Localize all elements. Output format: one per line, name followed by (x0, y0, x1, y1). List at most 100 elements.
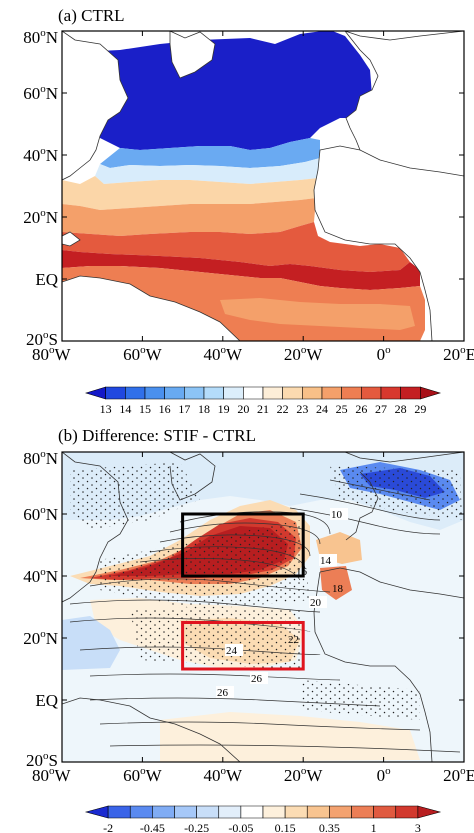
colorbar-label: 20 (237, 402, 249, 416)
colorbar-swatch (84, 805, 109, 819)
colorbar-swatch (282, 386, 303, 400)
panel-b-map: 10 14 16 18 20 22 24 26 26 (62, 452, 464, 762)
tropical-atlantic-box (181, 621, 305, 671)
sst-band-20 (95, 158, 320, 184)
colorbar-swatch (174, 805, 197, 819)
panel-a-title: (a) CTRL (58, 6, 125, 25)
lat-label: 60oN (23, 504, 58, 524)
colorbar-label: 0.15 (275, 821, 296, 833)
contour-label-22: 22 (288, 634, 299, 646)
colorbar-label: 19 (218, 402, 230, 416)
colorbar-swatch (164, 386, 185, 400)
sst-band-29 (62, 250, 420, 290)
colorbar-label: 25 (336, 402, 348, 416)
colorbar-swatch (306, 805, 330, 819)
diff-warm-south (160, 712, 420, 762)
colorbar-label: 15 (139, 402, 151, 416)
lat-label: EQ (35, 270, 58, 289)
sst-band-23 (62, 176, 318, 210)
contour-label-14: 14 (320, 555, 332, 567)
contour-label-26b: 26 (217, 687, 229, 699)
contour-label-24: 24 (226, 645, 238, 657)
colorbar-label: -0.45 (140, 821, 165, 833)
lon-label: 80oW (32, 765, 72, 785)
colorbar-label: 29 (414, 402, 426, 416)
colorbar-label: 24 (316, 402, 328, 416)
colorbar-swatch (262, 386, 283, 400)
contour-label-10: 10 (331, 509, 343, 521)
colorbar-label: 16 (159, 402, 171, 416)
colorbar-swatch (373, 805, 397, 819)
colorbar-label: 3 (415, 821, 421, 833)
colorbar-swatch (218, 805, 242, 819)
contour-labels: 10 14 16 18 20 22 24 26 26 (216, 508, 348, 699)
panel-a-frame (61, 30, 465, 342)
lon-label: 20oW (284, 765, 324, 785)
panel-a-colorbar: 13 14 15 16 17 18 19 20 21 22 23 24 25 26 27 28 29 (84, 386, 442, 416)
colorbar-swatch (302, 386, 323, 400)
region-boxes (181, 512, 305, 671)
land (62, 31, 464, 341)
colorbar-label: 26 (355, 402, 367, 416)
north-atlantic-box (181, 512, 305, 578)
sst-cold-band (62, 31, 375, 150)
lon-label: 60oW (123, 765, 163, 785)
sst-band-17 (100, 138, 320, 168)
lat-label: 80oN (23, 448, 58, 468)
lon-label: 40oW (204, 765, 244, 785)
colorbar-swatch (341, 386, 362, 400)
colorbar-label: 23 (296, 402, 308, 416)
lon-label: 0o (377, 765, 392, 785)
colorbar-label: -0.05 (228, 821, 253, 833)
colorbar-swatch (351, 805, 374, 819)
lat-label: 20oS (26, 329, 58, 349)
colorbar-swatch (361, 386, 382, 400)
colorbar-swatch (329, 805, 352, 819)
lon-label: 40oW (204, 344, 244, 364)
sst-band-25 (62, 198, 316, 236)
climatology-contours (69, 479, 461, 753)
colorbar-swatch (129, 805, 153, 819)
colorbar-swatch (84, 386, 106, 400)
colorbar-label: 14 (119, 402, 131, 416)
coastlines (62, 452, 464, 762)
panel-b-colorbar: -2 -0.45 -0.25 -0.05 0.15 0.35 1 3 (84, 805, 442, 833)
colorbar-swatch (203, 386, 224, 400)
colorbar-swatch (420, 386, 442, 400)
lon-label: 80oW (32, 344, 72, 364)
sst-south-warm (220, 298, 415, 330)
colorbar-swatch (395, 805, 419, 819)
colorbar-label: 28 (395, 402, 407, 416)
colorbar-label: 1 (371, 821, 377, 833)
lon-label: 20oW (284, 344, 324, 364)
contour-label-20: 20 (310, 597, 322, 609)
africa-land (313, 145, 464, 341)
diff-cool-tropic (62, 616, 120, 670)
lat-label: 20oS (26, 750, 58, 770)
contour-label-26a: 26 (251, 673, 263, 685)
colorbar-swatch (284, 805, 308, 819)
lon-label: 20oE (443, 344, 474, 364)
lon-label: 60oW (123, 344, 163, 364)
colorbar-swatch (196, 805, 220, 819)
colorbar-label: 21 (257, 402, 269, 416)
colorbar-label: 0.35 (319, 821, 340, 833)
south-america-land (62, 275, 241, 341)
lat-label: EQ (35, 691, 58, 710)
colorbar-swatch (125, 386, 146, 400)
panel-b-frame (61, 451, 465, 763)
panel-b-title: (b) Difference: STIF - CTRL (58, 426, 256, 445)
sst-band-27 (62, 222, 410, 272)
colorbar-label: 13 (100, 402, 112, 416)
colorbar-swatch (262, 805, 286, 819)
colorbar-swatch (380, 386, 401, 400)
lon-label: 20oE (443, 765, 474, 785)
lat-label: 40oN (23, 566, 58, 586)
colorbar-swatch (107, 805, 131, 819)
north-america-land (62, 31, 129, 181)
colorbar-swatch (152, 805, 175, 819)
colorbar-label: 27 (375, 402, 387, 416)
